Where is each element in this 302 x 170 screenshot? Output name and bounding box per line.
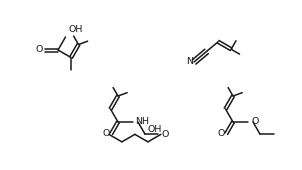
Text: N: N [187, 57, 194, 66]
Text: O: O [252, 117, 259, 126]
Text: N: N [135, 117, 142, 126]
Text: O: O [217, 129, 225, 138]
Text: OH: OH [147, 124, 161, 133]
Text: OH: OH [69, 25, 83, 34]
Text: H: H [141, 117, 148, 126]
Text: O: O [103, 129, 110, 138]
Text: O: O [162, 130, 169, 139]
Text: O: O [36, 46, 43, 55]
